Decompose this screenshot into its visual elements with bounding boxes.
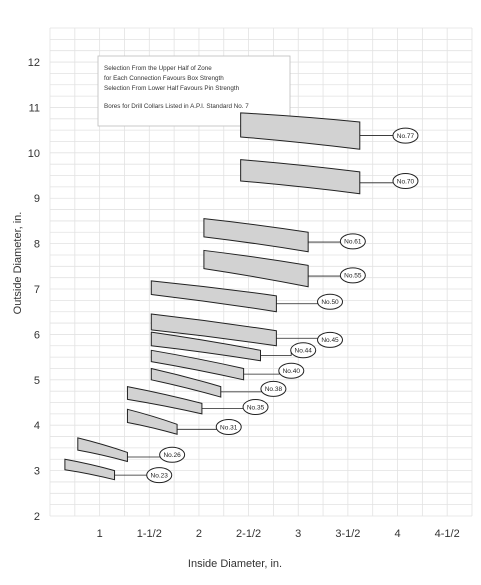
callout-no-38: [260, 380, 287, 397]
callout-no-31: [215, 419, 242, 436]
callout-label-no-45: No.45: [321, 337, 339, 344]
y-tick-label: 4: [34, 420, 40, 432]
y-axis-title: Outside Diameter, in.: [12, 212, 24, 315]
selection-note-line-3: Selection From Lower Half Favours Pin St…: [104, 85, 240, 92]
callout-no-45: [317, 331, 344, 348]
y-tick-label: 3: [34, 466, 40, 478]
callout-no-55: [339, 267, 366, 284]
band-no-70: [240, 159, 361, 195]
callout-label-no-40: No.40: [283, 368, 301, 375]
callout-no-26: [159, 446, 186, 463]
callout-no-40: [278, 362, 305, 379]
callout-label-no-55: No.55: [344, 273, 362, 280]
callout-label-no-50: No.50: [321, 299, 339, 306]
band-no-40: [150, 349, 245, 381]
connection-bands: [64, 112, 361, 481]
y-tick-label: 11: [29, 102, 40, 114]
selection-note-line-1: Selection From the Upper Half of Zone: [104, 65, 212, 72]
x-tick-label: 2: [196, 528, 202, 540]
callout-no-23: [146, 467, 173, 484]
selection-note-line-2: for Each Connection Favours Box Strength: [104, 75, 224, 82]
band-no-31: [126, 408, 178, 435]
x-tick-label: 3: [295, 528, 301, 540]
y-tick-label: 2: [34, 511, 40, 523]
callout-label-no-23: No.23: [151, 472, 169, 479]
x-axis-title: Inside Diameter, in.: [188, 558, 282, 570]
callout-no-35: [242, 399, 269, 416]
callout-no-61: [339, 233, 366, 250]
callout-label-no-35: No.35: [247, 404, 265, 411]
x-tick-labels: 1 1-1/2 2 2-1/2 3 3-1/2 4 4-1/2: [97, 528, 460, 540]
band-no-23: [64, 458, 116, 481]
band-no-35: [126, 386, 203, 415]
y-tick-label: 8: [34, 239, 40, 251]
callout-no-44: [290, 342, 317, 359]
y-tick-label: 9: [34, 193, 40, 205]
callout-label-no-70: No.70: [397, 178, 415, 185]
x-tick-label: 4-1/2: [435, 528, 460, 540]
connection-callouts: No.23 No.26 No.31 No.35 No.38 No.40 No.44 No.45…: [114, 127, 419, 484]
band-no-55: [203, 249, 309, 288]
x-tick-label: 3-1/2: [335, 528, 360, 540]
band-no-26: [77, 437, 128, 463]
y-tick-label: 7: [34, 284, 40, 296]
callout-no-50: [317, 293, 344, 310]
selection-note-line-4: Bores for Drill Collars Listed in A.P.I.…: [104, 103, 249, 110]
callout-label-no-77: No.77: [397, 133, 415, 140]
callout-no-70: [392, 172, 419, 189]
callout-no-77: [392, 127, 419, 144]
y-tick-label: 5: [34, 375, 40, 387]
x-tick-label: 4: [394, 528, 400, 540]
y-tick-labels: 2 3 4 5 6 7 8 9 10 11 12: [28, 57, 40, 523]
band-no-44: [150, 331, 262, 362]
callout-label-no-61: No.61: [344, 239, 362, 246]
x-tick-label: 2-1/2: [236, 528, 261, 540]
y-tick-label: 6: [34, 329, 40, 341]
band-no-61: [203, 218, 309, 253]
callout-label-no-31: No.31: [220, 424, 238, 431]
x-tick-label: 1: [97, 528, 103, 540]
band-no-45: [150, 313, 277, 347]
callout-label-no-44: No.44: [295, 348, 313, 355]
band-no-50: [150, 280, 277, 313]
callout-label-no-26: No.26: [163, 452, 181, 459]
band-no-38: [150, 367, 222, 398]
x-tick-label: 1-1/2: [137, 528, 162, 540]
y-tick-label: 10: [28, 148, 40, 160]
y-tick-label: 12: [28, 57, 40, 69]
callout-label-no-38: No.38: [265, 386, 283, 393]
band-no-77: [240, 112, 361, 150]
